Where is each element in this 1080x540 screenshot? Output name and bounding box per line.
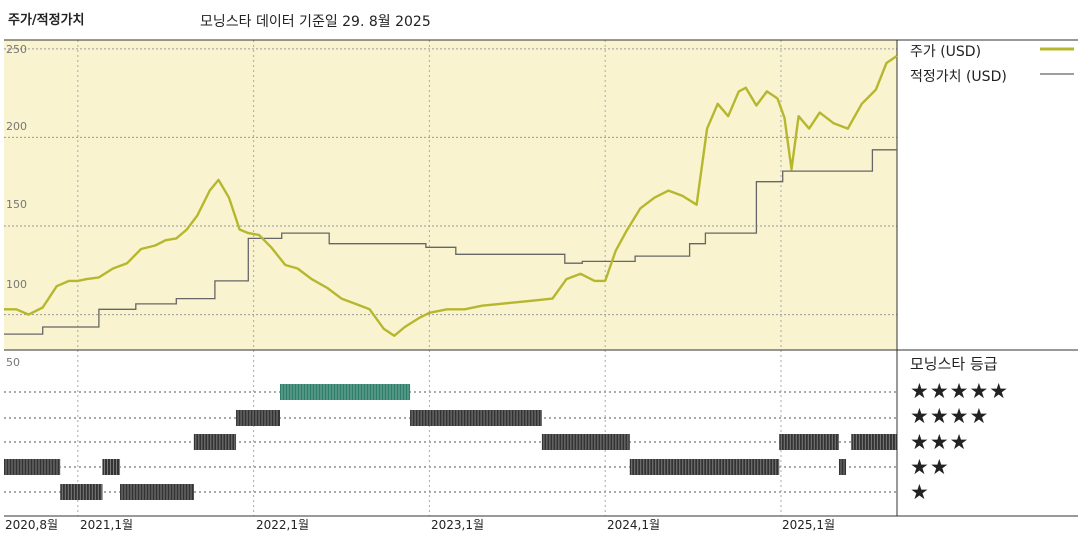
y-tick-150: 150 [6, 198, 27, 211]
legend-price-label: 주가 (USD) [910, 44, 982, 60]
rating-bar-0 [4, 459, 61, 475]
x-tick-2024-1: 2024,1월 [607, 518, 661, 532]
rating-level-2-stars: ★★ [910, 455, 950, 479]
rating-bar-9 [629, 459, 780, 475]
rating-bar-1 [60, 484, 103, 500]
rating-bar-12 [851, 434, 897, 450]
rating-bar-4 [193, 434, 237, 450]
rating-bar-6 [279, 384, 411, 400]
y-tick-250: 250 [6, 43, 27, 56]
chart-title: 주가/적정가치 [8, 13, 85, 28]
y-tick-200: 200 [6, 120, 27, 133]
rating-bar-2 [102, 459, 121, 475]
rating-bar-5 [236, 410, 280, 426]
rating-level-3-stars: ★★★ [910, 430, 970, 454]
x-tick-2020-8: 2020,8월 [5, 518, 59, 532]
legend-fair-value-label: 적정가치 (USD) [910, 69, 1007, 85]
rating-level-4-stars: ★★★★ [910, 404, 990, 428]
rating-panel-title: 모닝스타 등급 [910, 355, 998, 373]
chart-subtitle: 모닝스타 데이터 기준일 29. 8월 2025 [200, 14, 431, 30]
rating-bar-10 [779, 434, 839, 450]
y-tick-100: 100 [6, 278, 27, 291]
x-tick-2023-1: 2023,1월 [431, 518, 485, 532]
x-tick-2025-1: 2025,1월 [782, 518, 836, 532]
rating-level-1-star: ★ [910, 480, 930, 504]
rating-bar-3 [120, 484, 194, 500]
rating-bar-8 [541, 434, 630, 450]
price-line [4, 54, 898, 337]
rating-level-5-stars: ★★★★★ [910, 379, 1010, 403]
rating-bar-7 [410, 410, 542, 426]
x-tick-2021-1: 2021,1월 [80, 518, 134, 532]
fair-value-line [4, 149, 897, 335]
rating-top-label: 50 [6, 356, 20, 369]
x-tick-2022-1: 2022,1월 [256, 518, 310, 532]
rating-bar-11 [838, 459, 847, 475]
